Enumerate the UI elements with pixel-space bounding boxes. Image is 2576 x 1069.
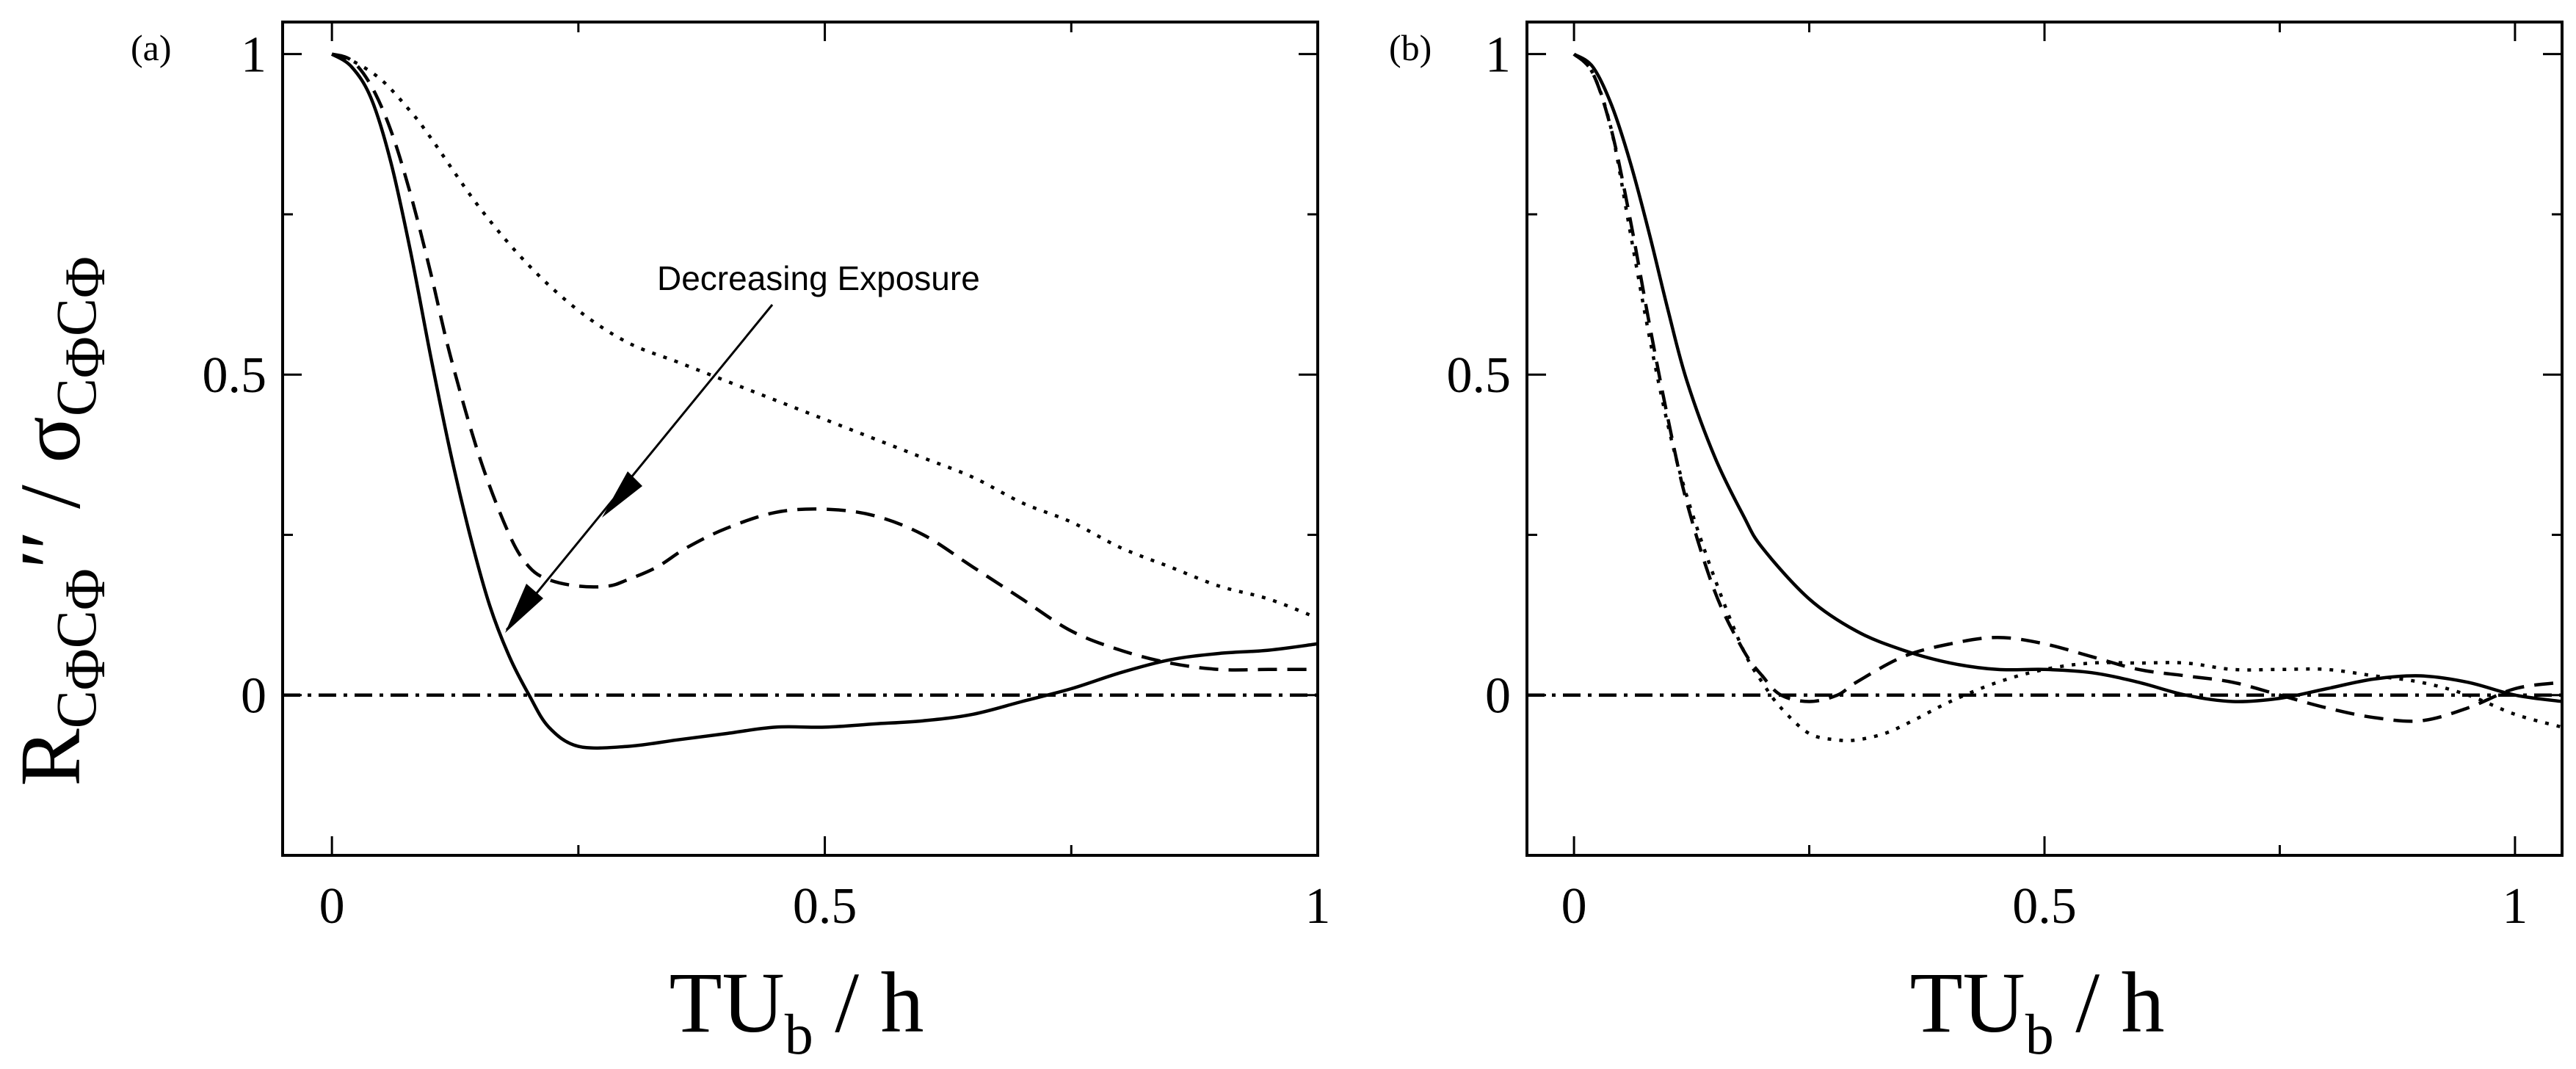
x-axis-title-a: TUb / h: [669, 954, 924, 1066]
ticks-a: 0 0.5 1 0 0.5 1: [203, 22, 1331, 935]
series-group-a: [283, 52, 1318, 750]
series-group-b: [1527, 52, 2563, 743]
x-tick-label-a: 0.5: [793, 878, 857, 935]
series-b-dotted: [1572, 52, 2563, 743]
y-tick-label-a: 0: [241, 668, 266, 725]
y-tick-label-a: 0.5: [203, 347, 267, 404]
panel-b: 0 0.5 1 0 0.5 1 (b) TUb / h: [1389, 21, 2564, 1066]
annotation-arrowhead-lower: [505, 584, 543, 633]
y-tick-label-a: 1: [241, 27, 266, 84]
xlabel-main-b: TU: [1909, 954, 2025, 1051]
y-tick-label-b: 0.5: [1447, 347, 1512, 404]
x-axis-title-b: TUb / h: [1909, 954, 2164, 1066]
series-a-solid: [330, 52, 1318, 750]
annotation-text: Decreasing Exposure: [657, 259, 980, 297]
svg-text:RCΦCΦ′′ / σCΦCΦ: RCΦCΦ′′ / σCΦCΦ: [2, 256, 117, 786]
series-a-dotted: [331, 52, 1318, 620]
series-a-dashed: [331, 52, 1318, 672]
xlabel-sub-b: b: [2025, 1002, 2054, 1066]
x-tick-label-a: 1: [1305, 878, 1331, 935]
xlabel-rest-b: / h: [2054, 954, 2165, 1051]
svg-text:TUb / h: TUb / h: [669, 954, 924, 1066]
panel-a: 0 0.5 1 0 0.5 1 (a) Decreasing Exposure TUb /…: [131, 21, 1331, 1066]
y-tick-label-b: 0: [1485, 668, 1511, 725]
x-tick-label-a: 0: [319, 878, 345, 935]
x-tick-label-b: 0: [1561, 878, 1587, 935]
panel-label-a: (a): [131, 27, 172, 68]
annotation-arrow-line: [505, 304, 774, 631]
series-b-solid: [1572, 52, 2563, 703]
plot-frame-a: [281, 21, 1319, 857]
panel-label-b: (b): [1389, 27, 1432, 68]
xlabel-main-a: TU: [669, 954, 784, 1051]
plot-frame-b: [1525, 21, 2564, 857]
y-axis-title: RCΦCΦ′′ / σCΦCΦ: [2, 256, 117, 786]
y-tick-label-b: 1: [1485, 27, 1511, 84]
x-tick-label-b: 0.5: [2012, 878, 2077, 935]
svg-text:TUb / h: TUb / h: [1909, 954, 2164, 1066]
ticks-b: 0 0.5 1 0 0.5 1: [1447, 22, 2562, 935]
annotation-arrowhead-upper: [602, 471, 642, 518]
xlabel-sub-a: b: [785, 1002, 813, 1066]
series-b-dashed: [1572, 52, 2563, 723]
x-tick-label-b: 1: [2502, 878, 2528, 935]
xlabel-rest-a: / h: [813, 954, 924, 1051]
